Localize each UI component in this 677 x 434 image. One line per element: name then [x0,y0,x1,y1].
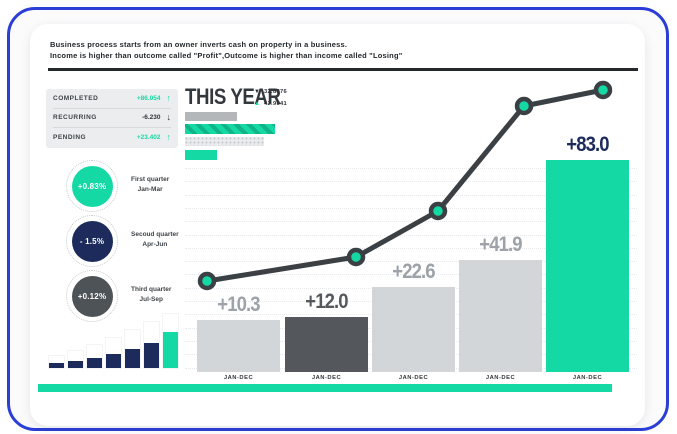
intro-line-1: Business process starts from an owner in… [50,40,348,49]
bar-category-label: JAN-DEC [223,375,254,381]
bar-jan-dec-5[interactable] [546,160,629,372]
trend-point[interactable] [428,201,448,221]
chart-legend: ▼ 32.8876 ▲ 42.9841 [254,87,287,111]
mini-bar-fill [125,349,140,368]
stat-label: RECURRING [53,114,97,122]
bar-category-label: JAN-DEC [398,375,429,381]
mini-bar-fill [87,358,102,368]
mini-bar [87,306,102,368]
bar-value-label: +12.0 [305,290,348,313]
arrow-up-icon: ↑ [166,132,172,143]
arrow-up-icon: ↑ [166,92,172,103]
mini-bar [49,306,64,368]
quarter-item-2: - 1.5% Secoud quarter Apr-Jun [66,215,326,271]
bar-jan-dec-3[interactable] [372,287,455,372]
baseline-strip [38,384,612,392]
mini-bar-fill [68,361,83,368]
bar-value-label: +83.0 [566,133,609,156]
bar-jan-dec-1[interactable] [197,320,280,372]
stat-value: -6.230 [142,114,161,122]
bar-category-label: JAN-DEC [485,375,516,381]
dashboard-card: Business process starts from an owner in… [30,24,645,426]
stat-row-completed: COMPLETED +86.054 ↑ [53,89,171,109]
quarter-label-line2: Jul-Sep [139,295,163,303]
mini-bar-fill [144,343,159,368]
quarter-label: First quarter Jan-Mar [131,175,169,194]
quarter-label-line2: Jan-Mar [137,185,163,193]
bar-jan-dec-2[interactable] [285,317,368,372]
bar-category-label: JAN-DEC [572,375,603,381]
stats-panel: COMPLETED +86.054 ↑ RECURRING -6.230 ↓ P… [46,89,178,148]
header-divider [48,68,638,71]
progress-bar-gray [185,112,237,121]
progress-bar-hatched-green [185,124,275,134]
triangle-up-icon: ▲ [254,101,260,107]
quarter-ring: - 1.5% [66,215,118,267]
trend-point[interactable] [514,96,534,116]
intro-line-2: Income is higher than outcome called "Pr… [50,51,403,60]
quarter-label: Secoud quarter Apr-Jun [131,230,179,249]
intro-text: Business process starts from an owner in… [50,39,610,61]
stat-row-recurring: RECURRING -6.230 ↓ [53,109,171,129]
mini-bar-chart [49,306,199,368]
mini-bar [68,306,83,368]
quarter-label-line1: First quarter [131,176,170,183]
stat-value: +86.054 [136,94,161,102]
stat-value: +23.402 [136,134,161,142]
quarter-label-line1: Third quarter [131,286,172,293]
mini-bar-fill [106,354,121,368]
progress-bar-dotted [185,137,264,146]
bar-value-label: +41.9 [479,233,522,256]
triangle-down-icon: ▼ [254,89,260,95]
quarter-badge: +0.83% [71,165,113,207]
quarter-label-line2: Apr-Jun [142,240,168,248]
bar-category-label: JAN-DEC [311,375,342,381]
legend-value: 32.8876 [264,89,288,95]
bar-value-label: +22.6 [392,260,435,283]
stat-label: COMPLETED [53,94,99,102]
quarter-label: Third quarter Jul-Sep [131,285,171,304]
mini-bar-highlight [163,332,178,368]
stat-label: PENDING [53,134,87,142]
quarter-ring: +0.83% [66,160,118,212]
mini-bar-fill [49,363,64,368]
quarter-item-3: +0.12% Third quarter Jul-Sep [66,270,326,326]
quarter-label-line1: Secoud quarter [131,231,179,238]
legend-row-down: ▼ 32.8876 [254,87,287,97]
progress-bar-green [185,150,217,160]
quarter-badge: +0.12% [71,275,113,317]
legend-value: 42.9841 [264,101,288,107]
mini-bar [144,306,159,368]
mini-bar [125,306,140,368]
bar-jan-dec-4[interactable] [459,260,542,372]
mini-bar [163,306,178,368]
trend-point[interactable] [593,80,613,100]
arrow-down-icon: ↓ [166,112,172,123]
bar-value-label: +10.3 [217,293,260,316]
quarter-badge: - 1.5% [71,220,113,262]
quarter-ring: +0.12% [66,270,118,322]
legend-row-up: ▲ 42.9841 [254,99,287,109]
mini-bar [106,306,121,368]
quarter-item-1: +0.83% First quarter Jan-Mar [66,160,326,216]
stat-row-pending: PENDING +23.402 ↑ [53,128,171,148]
